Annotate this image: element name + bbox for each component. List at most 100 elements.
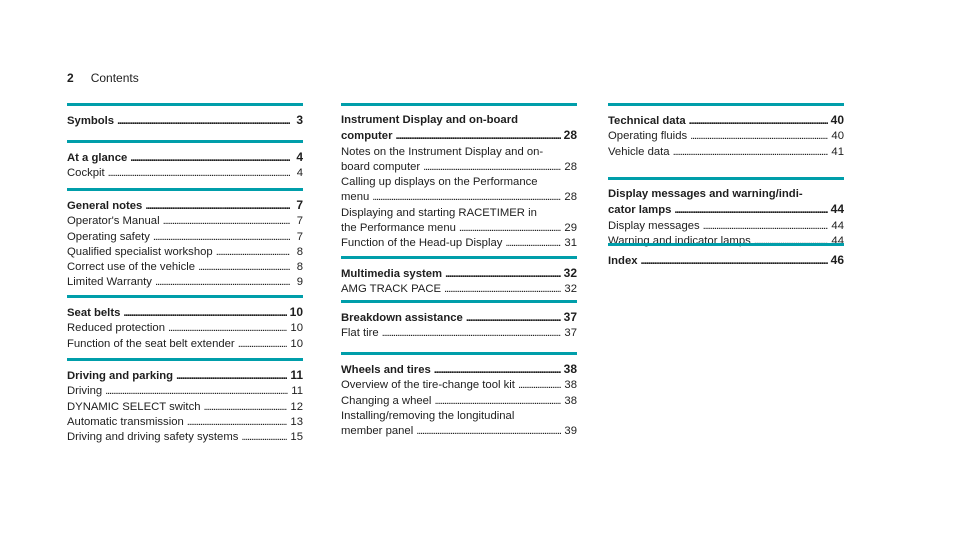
leader-dots: [673, 145, 829, 160]
toc-entry[interactable]: member panel 39: [341, 424, 577, 439]
leader-dots: [466, 311, 561, 326]
entry-text-line[interactable]: Installing/removing the longitudinal: [341, 409, 515, 422]
section-title[interactable]: Breakdown assistance 37: [341, 310, 577, 326]
toc-entry[interactable]: Limited Warranty 9: [67, 275, 303, 290]
leader-dots: [155, 275, 290, 290]
leader-dots: [108, 166, 290, 181]
entry-text-line[interactable]: Displaying and starting RACETIMER in: [341, 206, 537, 219]
toc-entry[interactable]: Function of the Head-up Display 31: [341, 236, 577, 251]
toc-entry[interactable]: menu 28: [341, 190, 577, 205]
entry-page-number: 7: [296, 230, 303, 243]
leader-dots: [130, 151, 290, 166]
leader-dots: [690, 129, 828, 144]
section-title-text: At a glance: [67, 152, 128, 164]
toc-entry[interactable]: board computer 28: [341, 160, 577, 175]
leader-dots: [153, 230, 290, 245]
toc-section: Multimedia system 32 AMG TRACK PACE 32: [341, 256, 577, 298]
toc-entry[interactable]: the Performance menu 29: [341, 221, 577, 236]
toc-entry[interactable]: Changing a wheel 38: [341, 394, 577, 409]
section-title-line[interactable]: Display messages and warning/indi-: [608, 188, 803, 200]
toc-entry[interactable]: Operator's Manual 7: [67, 214, 303, 229]
section-title-text: Breakdown assistance: [341, 312, 463, 324]
entry-page-number: 8: [296, 245, 303, 258]
entry-text-line[interactable]: Notes on the Instrument Display and on-: [341, 145, 544, 158]
leader-dots: [241, 430, 287, 445]
section-title[interactable]: Driving and parking 11: [67, 368, 303, 384]
toc-entry[interactable]: Display messages 44: [608, 219, 844, 234]
section-page-number: 32: [563, 266, 577, 280]
leader-dots: [168, 321, 287, 336]
toc-entry[interactable]: Qualified specialist workshop 8: [67, 245, 303, 260]
section-page-number: 3: [296, 113, 303, 127]
entry-text: AMG TRACK PACE: [341, 283, 442, 296]
leader-dots: [689, 114, 828, 129]
section-title-line[interactable]: Instrument Display and on-board: [341, 114, 518, 126]
entry-page-number: 15: [290, 431, 303, 444]
entry-text: Flat tire: [341, 327, 379, 340]
section-rule: [67, 188, 303, 191]
toc-entry[interactable]: Operating fluids 40: [608, 129, 844, 144]
entry-text: Cockpit: [67, 167, 105, 180]
toc-section: Symbols 3: [67, 103, 303, 129]
entry-text: Function of the Head-up Display: [341, 237, 503, 250]
entry-page-number: 9: [296, 276, 303, 289]
toc-section: Index 46: [608, 243, 844, 269]
section-title[interactable]: Technical data 40: [608, 113, 844, 129]
leader-dots: [117, 114, 290, 129]
section-title[interactable]: General notes 7: [67, 198, 303, 214]
entry-page-number: 39: [564, 425, 577, 438]
section-title[interactable]: Symbols 3: [67, 113, 303, 129]
section-title-text: Multimedia system: [341, 268, 443, 280]
section-title[interactable]: At a glance 4: [67, 150, 303, 166]
toc-section: General notes7Operator's Manual7Operatin…: [67, 188, 303, 291]
toc-section: Wheels and tires 38 Overview of the tire-c…: [341, 352, 577, 439]
toc-entry[interactable]: Overview of the tire-change tool kit 38: [341, 378, 577, 393]
toc-entry[interactable]: Driving 11: [67, 384, 303, 399]
entry-text: Reduced protection: [67, 322, 165, 335]
toc-entry[interactable]: Vehicle data 41: [608, 145, 844, 160]
toc-entry[interactable]: Cockpit 4: [67, 166, 303, 181]
leader-dots: [163, 214, 290, 229]
section-title[interactable]: Multimedia system 32: [341, 266, 577, 282]
entry-text-line[interactable]: Calling up displays on the Performance: [341, 176, 538, 189]
toc-entry[interactable]: DYNAMIC SELECT switch 12: [67, 400, 303, 415]
entry-page-number: 11: [291, 385, 303, 398]
section-title[interactable]: Index 46: [608, 253, 844, 269]
section-title[interactable]: Wheels and tires 38: [341, 362, 577, 378]
section-title[interactable]: computer 28: [341, 128, 577, 144]
leader-dots: [423, 160, 561, 175]
toc-entry[interactable]: Reduced protection 10: [67, 321, 303, 336]
leader-dots: [434, 394, 561, 409]
entry-text: Operator's Manual: [67, 215, 160, 228]
section-page-number: 38: [563, 362, 577, 376]
toc-entry[interactable]: Automatic transmission 13: [67, 415, 303, 430]
entry-page-number: 8: [296, 261, 303, 274]
entry-text: Driving: [67, 385, 103, 398]
entry-text: Changing a wheel: [341, 394, 432, 407]
entry-page-number: 37: [564, 327, 577, 340]
section-title-text: cator lamps: [608, 204, 672, 217]
entry-page-number: 10: [290, 337, 303, 350]
toc-entry[interactable]: Operating safety 7: [67, 230, 303, 245]
toc-entry[interactable]: AMG TRACK PACE 32: [341, 282, 577, 297]
toc-entry[interactable]: Function of the seat belt extender 10: [67, 337, 303, 352]
header-title: Contents: [90, 71, 139, 85]
entry-page-number: 4: [296, 167, 303, 180]
toc-entry[interactable]: Driving and driving safety systems 15: [67, 430, 303, 445]
section-title-text: Driving and parking: [67, 370, 174, 382]
entry-page-number: 7: [296, 215, 303, 228]
section-title[interactable]: Seat belts 10: [67, 305, 303, 321]
leader-dots: [444, 282, 561, 297]
toc-entry[interactable]: Flat tire 37: [341, 326, 577, 341]
section-rule: [341, 352, 577, 355]
leader-dots: [123, 306, 286, 321]
leader-dots: [238, 337, 288, 352]
section-title-text: Wheels and tires: [341, 364, 431, 376]
section-rule: [67, 140, 303, 143]
section-title[interactable]: cator lamps 44: [608, 202, 844, 218]
page-number: 2: [67, 71, 74, 85]
entry-page-number: 29: [564, 222, 577, 235]
toc-entry[interactable]: Correct use of the vehicle 8: [67, 260, 303, 275]
section-title-text: Index: [608, 255, 638, 267]
toc-section: Display messages and warning/indi-cator …: [608, 177, 844, 249]
